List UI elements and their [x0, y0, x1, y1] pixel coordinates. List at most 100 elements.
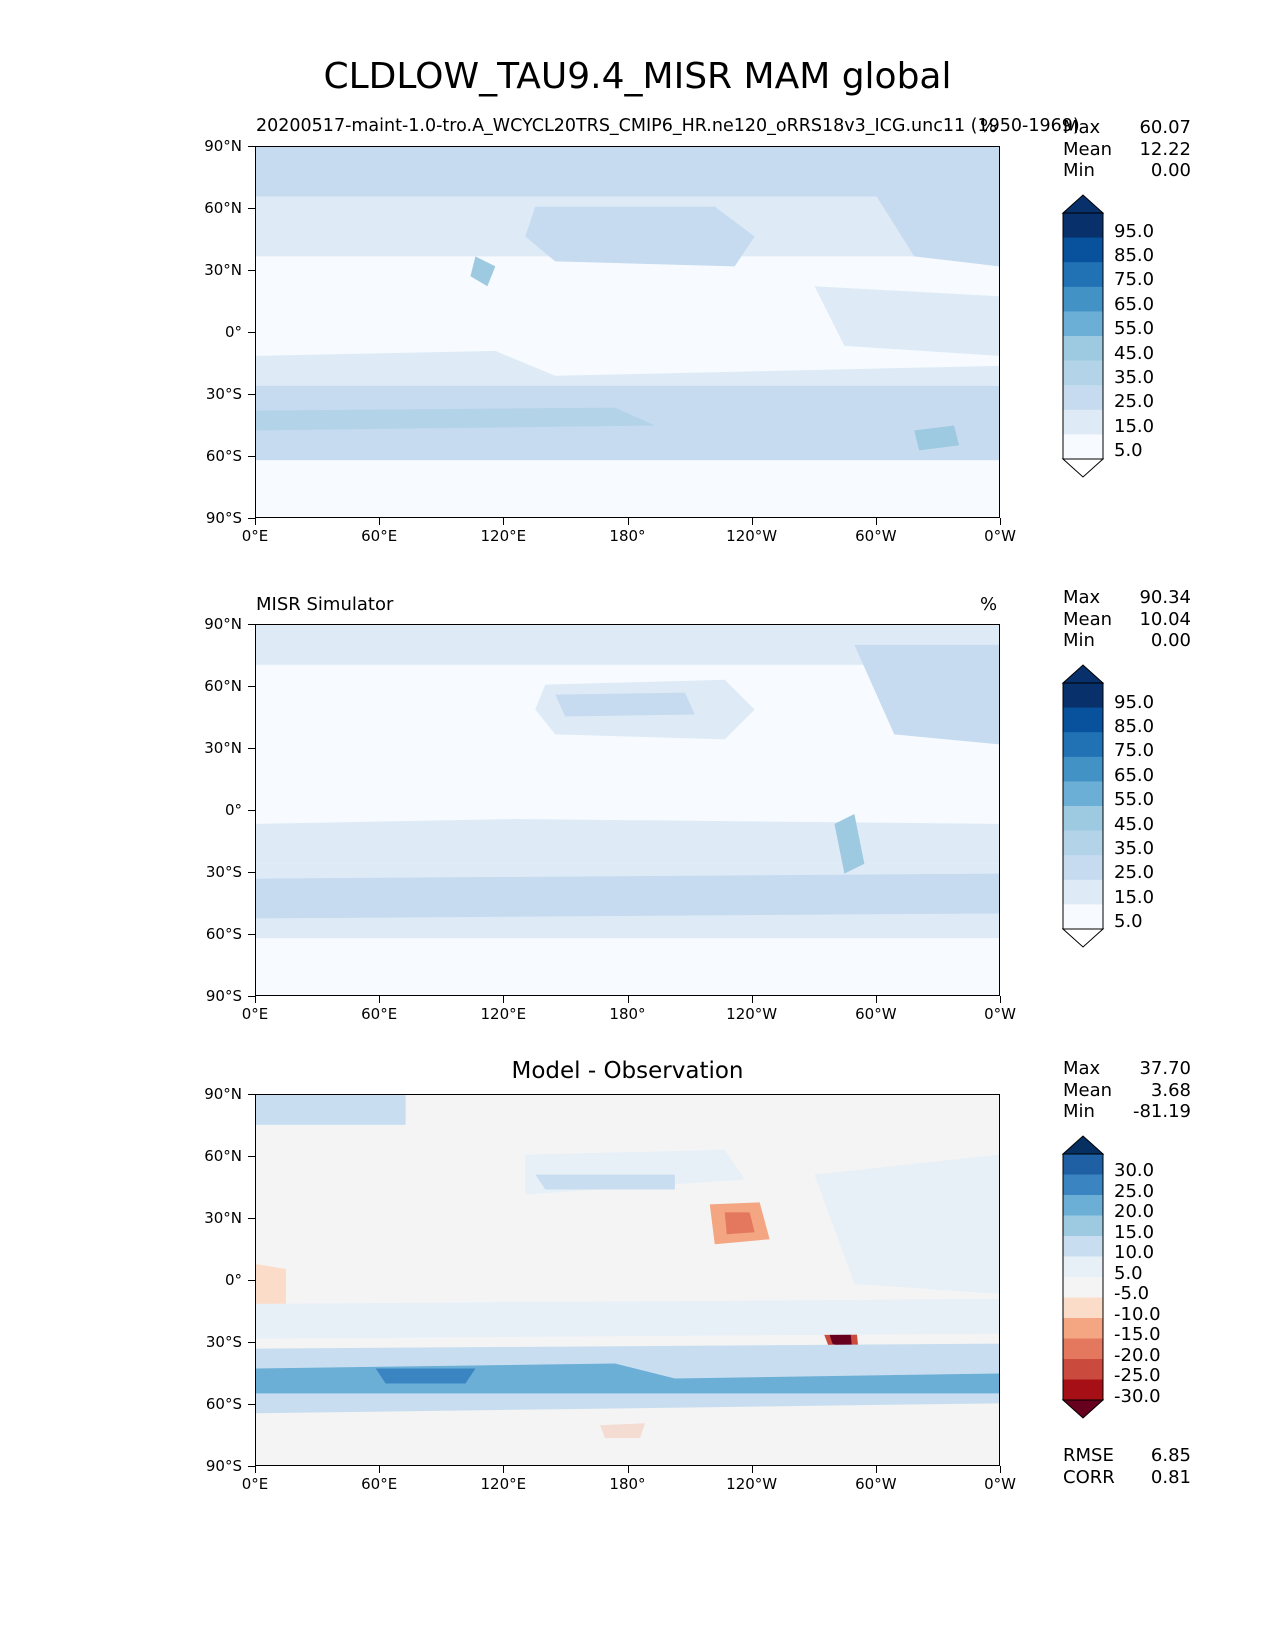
lat-tick-label: 0°	[224, 1271, 242, 1289]
lon-tick-mark	[751, 1466, 753, 1473]
lat-tick-mark	[248, 810, 255, 811]
lon-tick-label: 0°E	[241, 1005, 269, 1023]
lon-tick-mark	[255, 518, 256, 525]
lat-tick-label: 30°S	[205, 1333, 242, 1351]
lat-tick-label: 30°S	[205, 385, 242, 403]
lat-tick-mark	[248, 332, 255, 333]
colorbar-segment	[1063, 756, 1103, 782]
figure-title: CLDLOW_TAU9.4_MISR MAM global	[323, 56, 952, 97]
lon-tick-mark	[379, 518, 381, 525]
colorbar-segment	[1063, 1236, 1103, 1257]
lon-tick-label: 180°	[609, 1475, 646, 1493]
lat-tick-mark	[248, 872, 255, 873]
lon-tick-label: 120°E	[480, 1475, 527, 1493]
colorbar-frame	[1062, 1153, 1104, 1401]
panel-model-colorbar	[1061, 194, 1105, 478]
colorbar-segment	[1063, 1297, 1103, 1319]
lon-tick-mark	[379, 996, 381, 1003]
colorbar-extension-min	[1061, 1399, 1105, 1419]
lon-tick-mark	[255, 1466, 256, 1473]
colorbar-segment	[1063, 434, 1103, 460]
panel-difference-subtitle: Model - Observation	[511, 1058, 744, 1084]
lon-tick-mark	[627, 518, 629, 525]
panel-model-map	[255, 146, 1000, 518]
lat-tick-mark	[248, 1094, 255, 1095]
lon-tick-mark	[503, 1466, 505, 1473]
lon-tick-mark	[751, 996, 753, 1003]
colorbar-extension-min	[1061, 928, 1105, 948]
lat-tick-label: 60°N	[204, 199, 242, 217]
lon-tick-label: 60°W	[855, 527, 897, 545]
colorbar-frame	[1062, 212, 1104, 460]
lon-tick-label: 60°W	[855, 1005, 897, 1023]
lat-tick-label: 90°S	[205, 987, 242, 1005]
lat-tick-mark	[248, 208, 255, 209]
colorbar-segment	[1063, 409, 1103, 435]
lon-tick-label: 180°	[609, 527, 646, 545]
colorbar-frame	[1062, 682, 1104, 930]
lon-tick-mark	[503, 996, 505, 1003]
lon-tick-mark	[875, 518, 877, 525]
lat-tick-label: 30°N	[204, 261, 242, 279]
lon-tick-label: 0°E	[241, 527, 269, 545]
colorbar-segment	[1063, 830, 1103, 856]
lat-tick-label: 60°N	[204, 677, 242, 695]
lon-tick-mark	[379, 1466, 381, 1473]
lon-tick-mark	[875, 1466, 877, 1473]
panel-difference-colorbar	[1061, 1135, 1105, 1419]
panel-model-subtitle: 20200517-maint-1.0-tro.A_WCYCL20TRS_CMIP…	[256, 116, 1080, 136]
lat-tick-mark	[248, 270, 255, 271]
lat-tick-mark	[248, 748, 255, 749]
colorbar-extension-max	[1061, 664, 1105, 684]
lat-tick-mark	[248, 1156, 255, 1157]
colorbar-segment	[1063, 732, 1103, 758]
colorbar-segment	[1063, 904, 1103, 930]
lat-tick-label: 90°N	[204, 1085, 242, 1103]
colorbar-segment	[1063, 1154, 1103, 1175]
lon-tick-mark	[1000, 996, 1001, 1003]
colorbar-segment	[1063, 213, 1103, 239]
lon-tick-label: 60°E	[361, 1005, 398, 1023]
colorbar-segment	[1063, 1379, 1103, 1401]
colorbar-segment	[1063, 1277, 1103, 1298]
lat-tick-label: 30°N	[204, 739, 242, 757]
lon-tick-mark	[627, 1466, 629, 1473]
lat-tick-mark	[248, 518, 255, 519]
colorbar-segment	[1063, 1318, 1103, 1339]
lat-tick-label: 0°	[224, 801, 242, 819]
colorbar-segment	[1063, 1215, 1103, 1237]
lat-tick-mark	[248, 1342, 255, 1343]
colorbar-segment	[1063, 262, 1103, 288]
lat-tick-mark	[248, 1218, 255, 1219]
lon-tick-mark	[503, 518, 505, 525]
colorbar-extension-min	[1061, 458, 1105, 478]
lon-tick-mark	[751, 518, 753, 525]
lon-tick-label: 180°	[609, 1005, 646, 1023]
colorbar-segment	[1063, 879, 1103, 905]
lat-tick-mark	[248, 1280, 255, 1281]
colorbar-extension-max	[1061, 1135, 1105, 1155]
colorbar-segment	[1063, 336, 1103, 362]
lon-tick-label: 0°E	[241, 1475, 269, 1493]
colorbar-segment	[1063, 385, 1103, 411]
panel-observation-colorbar	[1061, 664, 1105, 948]
colorbar-segment	[1063, 683, 1103, 709]
lon-tick-label: 60°E	[361, 527, 398, 545]
lon-tick-mark	[1000, 1466, 1001, 1473]
colorbar-segment	[1063, 1174, 1103, 1196]
lon-tick-mark	[1000, 518, 1001, 525]
lat-tick-label: 0°	[224, 323, 242, 341]
lon-tick-label: 120°E	[480, 527, 527, 545]
lat-tick-mark	[248, 624, 255, 625]
colorbar-segment	[1063, 360, 1103, 386]
lon-tick-label: 60°W	[855, 1475, 897, 1493]
lat-tick-label: 90°N	[204, 137, 242, 155]
lon-tick-label: 120°W	[726, 1005, 778, 1023]
lat-tick-label: 60°S	[205, 925, 242, 943]
lon-tick-label: 0°W	[984, 1475, 1016, 1493]
lat-tick-mark	[248, 146, 255, 147]
lon-tick-label: 120°W	[726, 1475, 778, 1493]
lat-tick-label: 30°N	[204, 1209, 242, 1227]
